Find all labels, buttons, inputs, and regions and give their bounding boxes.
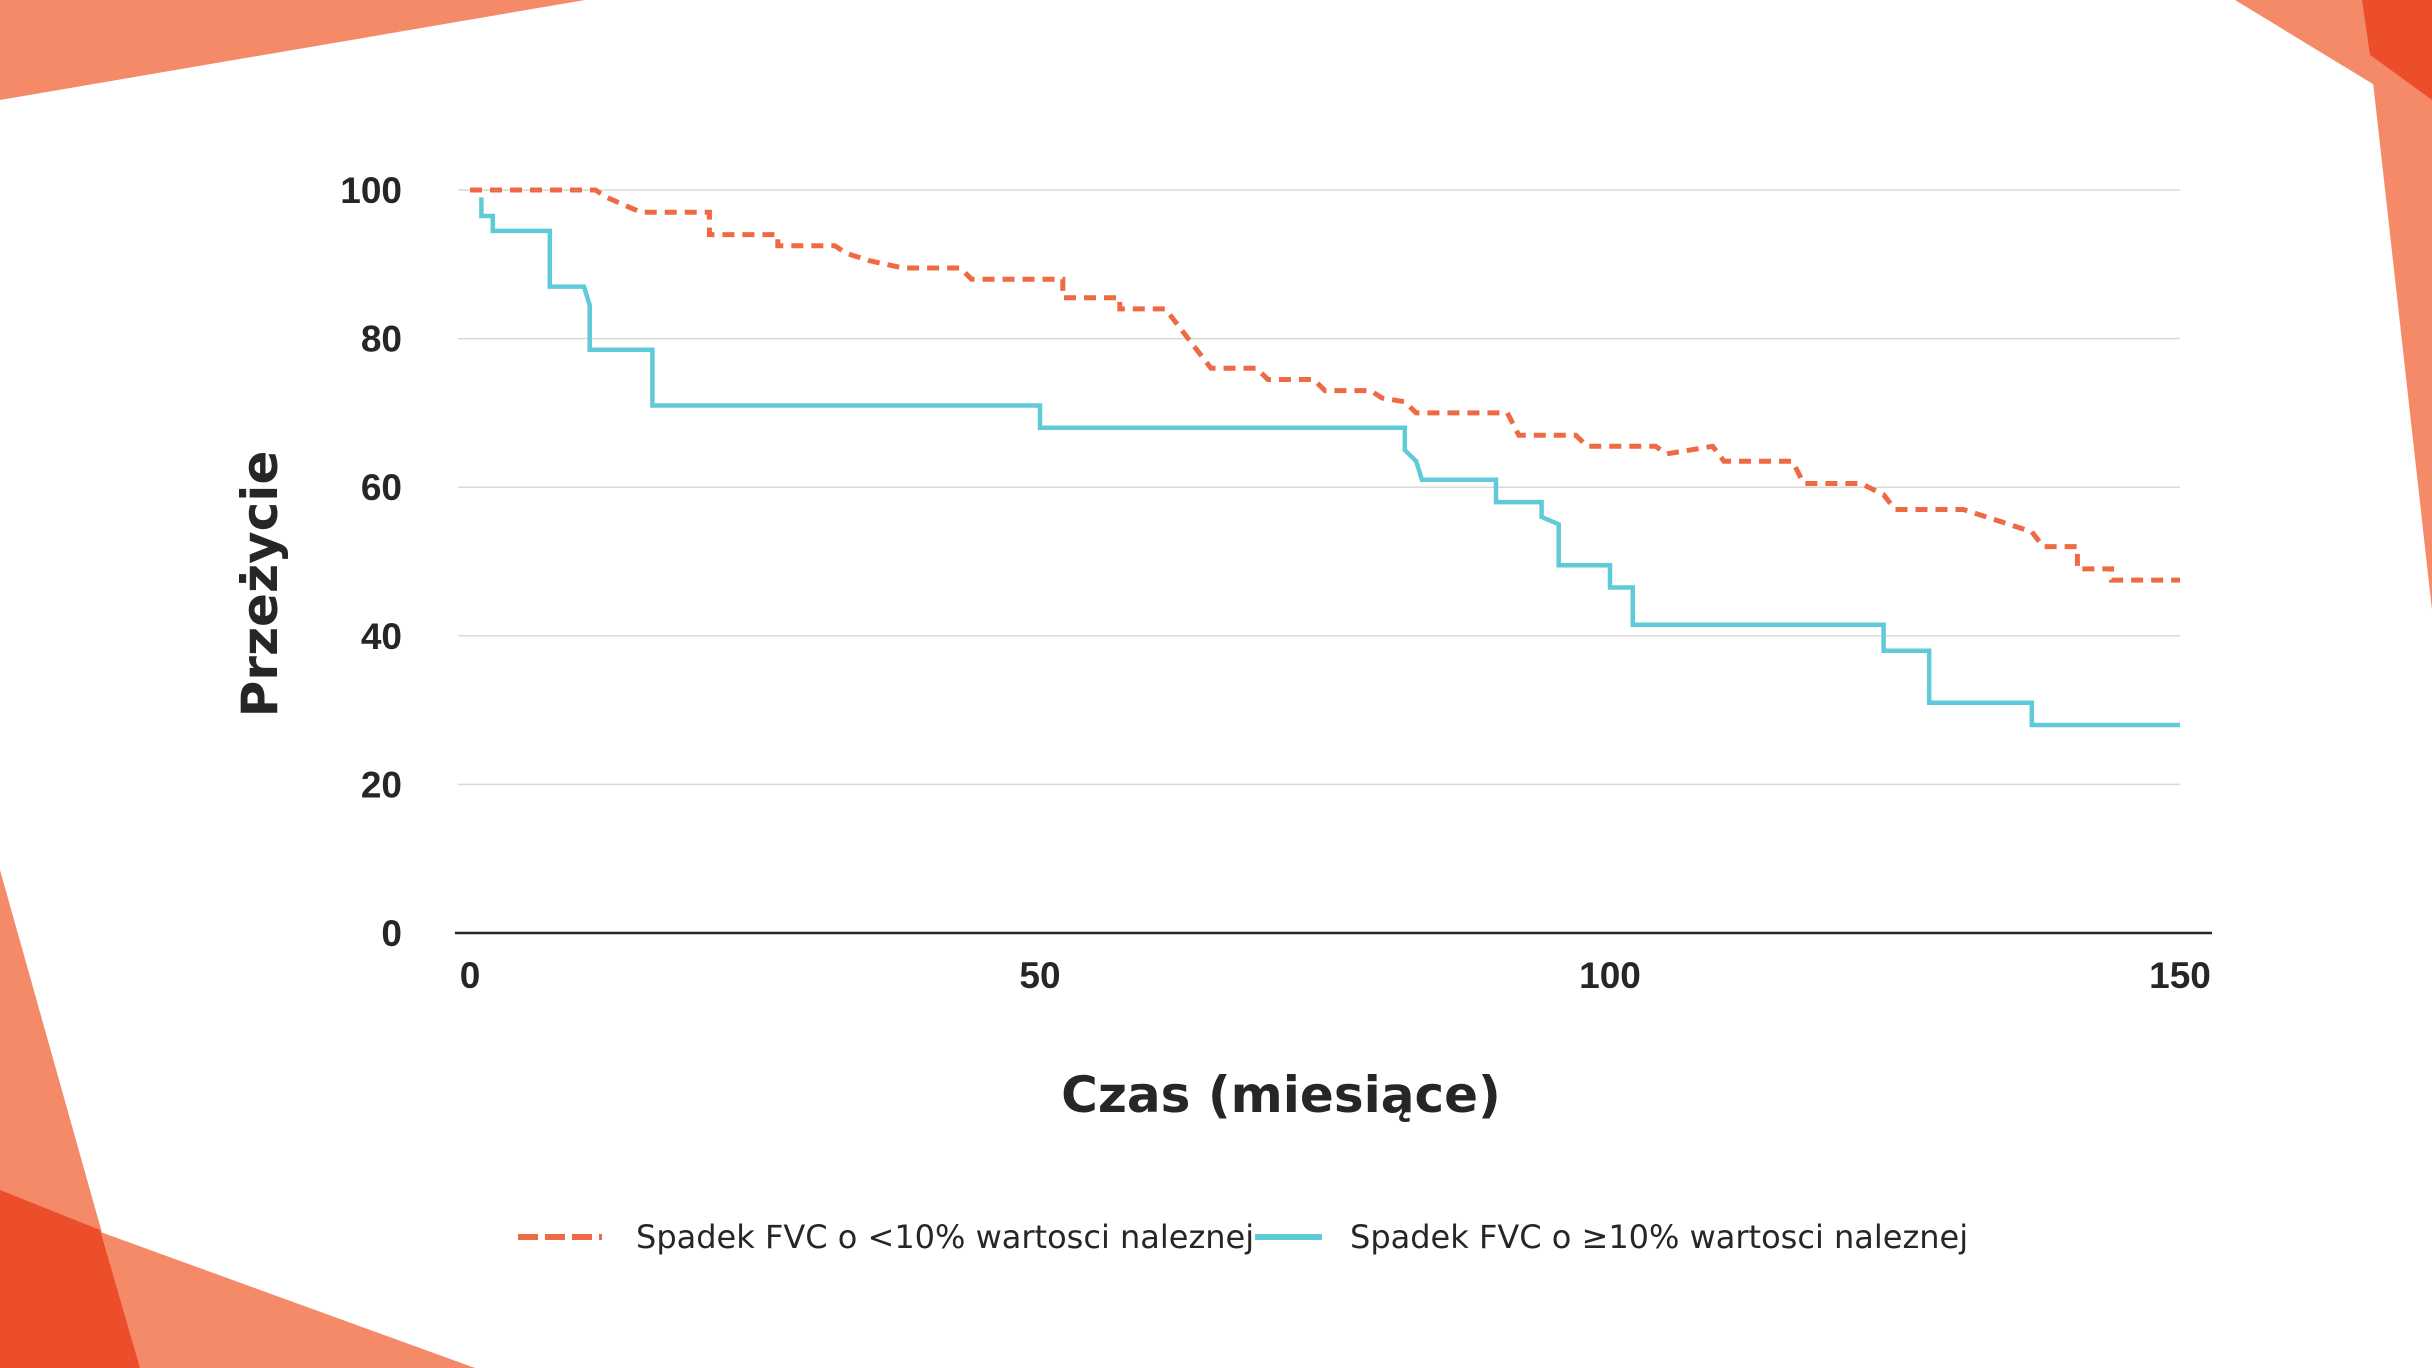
series-line-lt10 [470,187,2180,583]
y-tick-label: 20 [361,764,402,805]
x-tick-label: 150 [2149,955,2211,996]
y-axis-title: Przeżycie [231,451,289,718]
deco-right-strip [2370,55,2432,610]
x-axis-ticks: 0 50 100 150 [460,955,2211,996]
y-tick-label: 80 [361,319,402,360]
x-tick-label: 50 [1019,955,1060,996]
legend-label-ge10: Spadek FVC o ≥10% wartosci naleznej [1350,1218,1968,1256]
deco-bottom-left-wedge [95,1230,475,1368]
series-line-ge10 [479,197,2180,728]
deco-bottom-left-dark [0,1190,140,1368]
y-tick-label: 0 [381,913,402,954]
deco-top-right-dark [2362,0,2432,100]
legend-label-lt10: Spadek FVC o <10% wartosci naleznej [636,1218,1254,1256]
x-tick-label: 100 [1579,955,1641,996]
y-tick-label: 60 [361,467,402,508]
x-tick-label: 0 [460,955,481,996]
series-lines [470,187,2180,728]
y-tick-label: 40 [361,616,402,657]
legend: Spadek FVC o <10% wartosci naleznej Spad… [518,1218,1968,1256]
y-axis-ticks: 0 20 40 60 80 100 [340,170,402,954]
gridlines [458,189,2180,786]
x-axis-title: Czas (miesiące) [1061,1066,1501,1124]
deco-top-left-band [0,0,585,100]
y-tick-label: 100 [340,170,402,211]
